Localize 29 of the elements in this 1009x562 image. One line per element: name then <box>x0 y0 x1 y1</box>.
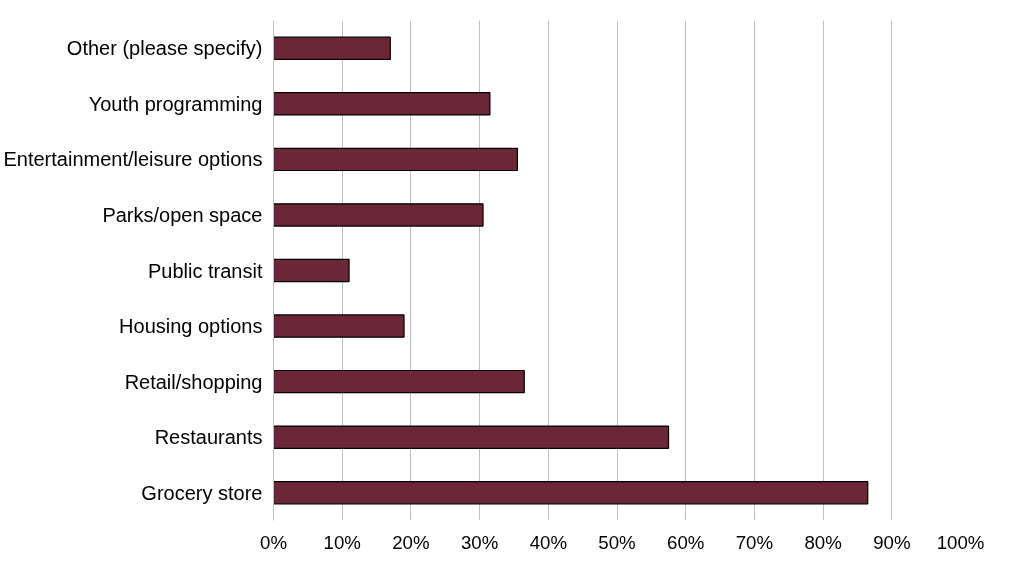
x-tick-label: 70% <box>735 531 774 553</box>
y-tick-label: Retail/shopping <box>124 370 263 393</box>
bar <box>273 92 491 116</box>
bar <box>273 36 391 60</box>
x-tick-label: 30% <box>460 531 499 553</box>
bar <box>273 369 525 394</box>
y-tick-label: Parks/open space <box>102 203 263 226</box>
y-tick-label: Public transit <box>148 259 263 282</box>
x-tick-label: 0% <box>260 531 287 553</box>
y-tick-label: Entertainment/leisure options <box>3 148 263 171</box>
bar <box>273 314 405 338</box>
y-tick-label: Restaurants <box>154 426 263 449</box>
x-tick-label: 60% <box>667 531 705 553</box>
x-tick-label: 80% <box>804 531 842 553</box>
x-tick-label: 40% <box>529 531 567 553</box>
x-tick-label: 90% <box>873 531 911 553</box>
y-tick-label: Grocery store <box>141 481 263 504</box>
bar <box>273 258 350 283</box>
bar <box>273 425 670 449</box>
y-tick-label: Housing options <box>119 315 263 338</box>
bar <box>273 203 484 227</box>
x-tick-label: 10% <box>323 531 361 553</box>
bar <box>273 147 518 172</box>
x-tick-label: 100% <box>936 531 985 553</box>
bar <box>273 481 869 505</box>
y-tick-label: Other (please specify) <box>66 37 263 60</box>
y-tick-label: Youth programming <box>88 92 263 115</box>
x-tick-label: 20% <box>392 531 430 553</box>
x-tick-label: 50% <box>598 531 636 553</box>
